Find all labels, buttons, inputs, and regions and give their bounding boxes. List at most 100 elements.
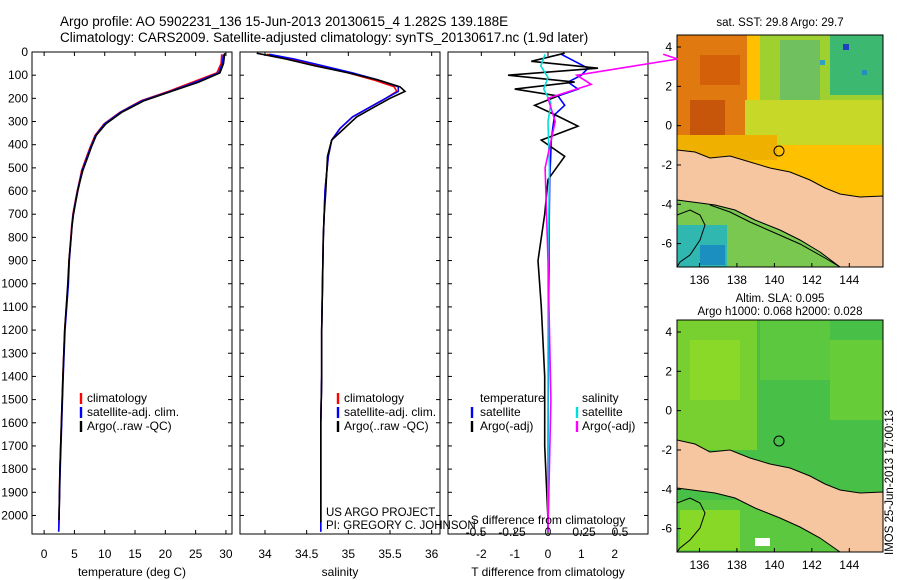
series-line-argo-raw-qc- [256, 52, 407, 523]
legend-label: satellite [582, 405, 623, 419]
y-tick-label: 700 [8, 207, 28, 221]
map-y-tick-label: 0 [665, 119, 672, 133]
legend-label: Argo(-adj) [480, 419, 533, 433]
map-y-tick-label: -6 [661, 237, 672, 251]
map-x-tick-label: 140 [764, 273, 784, 287]
legend-title-salinity: salinity [582, 391, 619, 405]
x-axis-title: salinity [322, 565, 359, 579]
figure-title-line-2: Climatology: CARS2009. Satellite-adjuste… [60, 30, 588, 45]
difference-panel: -2 -1 0 1 2 -0.5 -0.25 0 0.25 0.5S difference fro… [447, 51, 678, 579]
map-y-tick-label: 2 [665, 79, 672, 93]
sst-map-title: sat. SST: 29.8 Argo: 29.7 [716, 17, 843, 29]
map-y-tick-label: 4 [665, 325, 672, 339]
x-tick-label: 5 [71, 547, 78, 561]
legend-label: Argo(..raw -QC) [87, 419, 172, 433]
series-line-s-satellite [539, 54, 552, 532]
map-y-tick-label: 4 [665, 40, 672, 54]
y-tick-label: 1700 [1, 439, 28, 453]
timestamp-stamp: IMOS 25-Jun-2013 17:00:13 [884, 410, 896, 555]
s-tick-label: -0.25 [498, 525, 526, 539]
s-axis-title: S difference from climatology [471, 513, 626, 527]
salinity-panel: 34 34.5 35 35.5 36 salinity US ARGO PROJECTPI:… [239, 51, 476, 579]
map-y-tick-label: -2 [661, 443, 672, 457]
series-line-argo-raw-qc- [58, 53, 226, 521]
plot-frame [239, 51, 441, 535]
legend-label: climatology [344, 391, 404, 405]
x-tick-label: 34 [258, 547, 272, 561]
y-tick-label: 1300 [1, 346, 28, 360]
map-ticks: 136 138 140 142 144 4 2 0 -2 -4 -6 136 138 140 142 144 4… [661, 40, 859, 572]
map-y-tick-label: -6 [661, 522, 672, 536]
annotation-pi: PI: GREGORY C. JOHNSON [326, 520, 476, 532]
x-tick-label: 1 [578, 547, 585, 561]
map-x-tick-label: 142 [802, 558, 822, 572]
temperature-panel: 0100200300400500600700800900100011001200… [1, 45, 233, 579]
series-line-climatology [266, 53, 398, 532]
legend-label: Argo(..raw -QC) [344, 419, 429, 433]
legend-label: satellite-adj. clim. [344, 405, 436, 419]
x-tick-label: 20 [159, 547, 173, 561]
x-tick-label: 34.5 [295, 547, 319, 561]
s-tick-label: -0.5 [466, 525, 487, 539]
figure-title-line-1: Argo profile: AO 5902231_136 15-Jun-2013… [60, 14, 508, 29]
map-x-tick-label: 138 [727, 273, 747, 287]
y-tick-label: 1900 [1, 485, 28, 499]
y-tick-label: 1800 [1, 462, 28, 476]
y-tick-label: 100 [8, 68, 28, 82]
x-tick-label: -1 [509, 547, 520, 561]
map-y-tick-label: 2 [665, 364, 672, 378]
y-tick-label: 1400 [1, 369, 28, 383]
x-tick-label: 35 [342, 547, 356, 561]
map-y-tick-label: -2 [661, 158, 672, 172]
s-tick-label: 0.5 [612, 525, 629, 539]
x-tick-label: 15 [128, 547, 142, 561]
plot-frame [31, 51, 233, 535]
y-tick-label: 1500 [1, 393, 28, 407]
legend-label: Argo(-adj) [582, 419, 635, 433]
x-tick-label: 35.5 [378, 547, 402, 561]
s-tick-label: 0.25 [572, 525, 596, 539]
annotation-project: US ARGO PROJECT [326, 507, 435, 519]
series-line-climatology [57, 54, 223, 532]
y-tick-label: 600 [8, 184, 28, 198]
series-line-s-argo-adj- [544, 53, 678, 532]
y-tick-label: 1200 [1, 323, 28, 337]
map-x-tick-label: 136 [689, 273, 709, 287]
y-tick-label: 1600 [1, 416, 28, 430]
x-tick-label: 10 [98, 547, 112, 561]
map-x-tick-label: 144 [839, 558, 859, 572]
map-y-tick-label: -4 [661, 197, 672, 211]
series-line-t-argo-adj- [507, 52, 599, 521]
x-axis-title: temperature (deg C) [78, 565, 186, 579]
map-x-tick-label: 142 [802, 273, 822, 287]
s-tick-label: 0 [545, 525, 552, 539]
y-tick-label: 900 [8, 254, 28, 268]
map-y-tick-label: -4 [661, 482, 672, 496]
series-line-satellite-adj-clim- [57, 54, 225, 532]
map-x-tick-label: 136 [689, 558, 709, 572]
legend-label: satellite-adj. clim. [87, 405, 179, 419]
y-tick-label: 0 [21, 45, 28, 59]
x-tick-label: 30 [219, 547, 233, 561]
legend-label: climatology [87, 391, 147, 405]
series-line-satellite-adj-clim- [269, 53, 400, 532]
legend-label: satellite [480, 405, 521, 419]
y-tick-label: 500 [8, 161, 28, 175]
map-x-tick-label: 140 [764, 558, 784, 572]
y-tick-label: 200 [8, 91, 28, 105]
y-tick-label: 300 [8, 115, 28, 129]
x-tick-label: 0 [545, 547, 552, 561]
sla-map-title: Altim. SLA: 0.095 [736, 293, 825, 305]
x-tick-label: 0 [41, 547, 48, 561]
sla-map-panel: Altim. SLA: 0.095 Argo h1000: 0.068 h200… [676, 293, 884, 553]
y-tick-label: 1100 [2, 300, 28, 314]
sst-map-panel: sat. SST: 29.8 Argo: 29.7 [676, 17, 884, 268]
y-tick-label: 1000 [1, 277, 28, 291]
map-x-tick-label: 144 [839, 273, 859, 287]
x-tick-label: -2 [476, 547, 487, 561]
sla-map-subtitle: Argo h1000: 0.068 h2000: 0.028 [698, 306, 863, 318]
map-y-tick-label: 0 [665, 404, 672, 418]
y-tick-label: 800 [8, 230, 28, 244]
y-tick-label: 2000 [1, 508, 28, 522]
